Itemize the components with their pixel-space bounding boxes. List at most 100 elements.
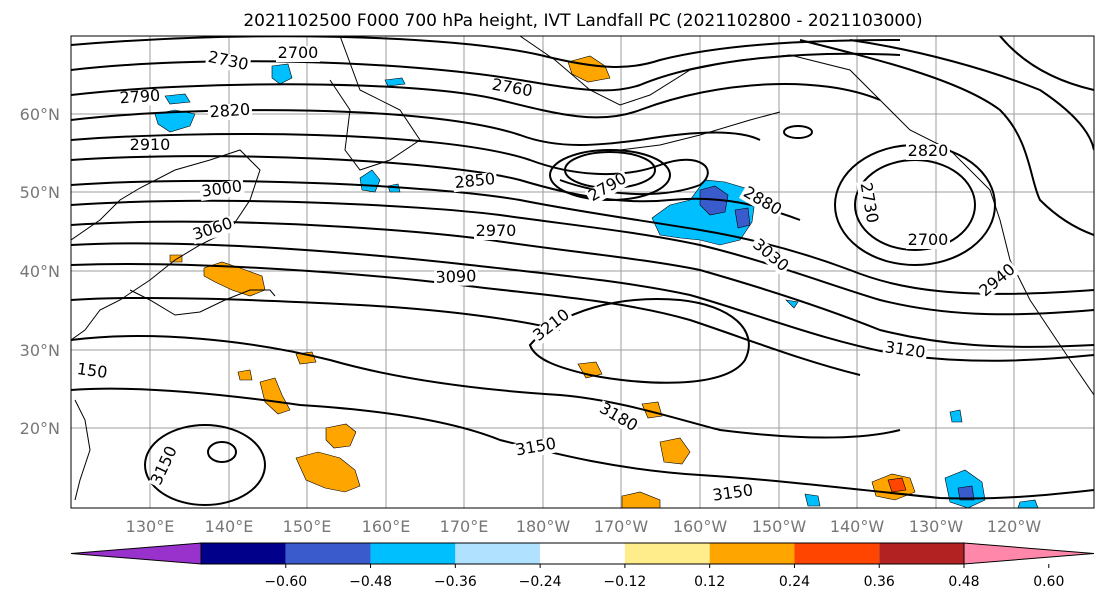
contour-ne-1 xyxy=(799,39,1094,236)
contour-label-bg xyxy=(199,179,245,201)
contour-2970 xyxy=(71,199,1094,316)
contour-label-bg xyxy=(882,340,928,362)
contour-label: 2790 xyxy=(119,86,161,108)
contour-label-bg xyxy=(128,138,172,154)
contour-label: 2970 xyxy=(476,221,517,240)
colorbar-segment xyxy=(285,543,371,564)
colorbar-tick-label: 0.60 xyxy=(1033,574,1064,590)
contour-small-bc xyxy=(783,125,813,139)
contour-label-bg xyxy=(738,184,786,220)
ivt-patch-e4 xyxy=(949,409,963,423)
ivt-patch-st9 xyxy=(621,491,661,508)
colorbar-segment xyxy=(794,543,880,564)
ivt-patch-n1 xyxy=(271,63,293,85)
contour-label-bg xyxy=(207,102,253,122)
colorbar-segment xyxy=(370,543,456,564)
ivt-patch-st4 xyxy=(325,423,357,449)
contour-label-bg xyxy=(433,269,479,287)
contour-label-bg xyxy=(748,235,792,277)
contour-label-bg xyxy=(474,224,518,240)
contour-3150-sw xyxy=(144,424,266,506)
contour-inner-sw xyxy=(207,441,237,463)
lon-label: 170°E xyxy=(440,517,489,536)
lon-label: 130°E xyxy=(126,517,175,536)
colorbar-segment xyxy=(709,543,795,564)
colorbar-segment xyxy=(455,543,541,564)
contour-label: 2700 xyxy=(908,230,949,249)
ivt-patch-alaska-core2 xyxy=(734,207,751,229)
coast-aleutians xyxy=(619,111,781,151)
contour-label: 2820 xyxy=(908,141,949,160)
contour-label: 2910 xyxy=(130,135,171,154)
lon-label: 170°W xyxy=(594,517,649,536)
lon-label: 160°E xyxy=(362,517,411,536)
ivt-patch-alaska-core xyxy=(699,185,729,216)
coast-philippines xyxy=(74,399,91,501)
ivt-patch-alaska xyxy=(651,179,756,246)
colorbar-tick-label: −0.60 xyxy=(264,574,307,590)
ivt-patch-e1-core xyxy=(887,477,907,493)
colorbar-tick-label: −0.48 xyxy=(349,574,392,590)
colorbar-extend-low xyxy=(70,542,202,565)
coast-asia xyxy=(71,149,261,341)
contour-label: 2820 xyxy=(209,100,251,122)
ivt-patch-e6 xyxy=(1017,499,1039,508)
colorbar-segment xyxy=(540,543,625,564)
colorbar-tick-label: −0.12 xyxy=(603,574,646,590)
contour-label-bg xyxy=(148,442,182,490)
contour-ne-3 xyxy=(999,36,1094,91)
contour-label-bg xyxy=(71,361,115,383)
contour-label-bg xyxy=(529,306,575,346)
colorbar-extend-high xyxy=(963,542,1095,565)
contour-label-bg xyxy=(488,77,536,101)
contour-2910 xyxy=(71,179,1094,295)
contour-label-bg xyxy=(710,483,756,505)
latitude-labels: 60°N 50°N 40°N 30°N 20°N xyxy=(20,105,60,438)
colorbar-tick-label: 0.12 xyxy=(694,574,725,590)
contour-label-bg xyxy=(452,171,498,193)
lat-label: 40°N xyxy=(20,262,60,281)
colorbar-tick-label: −0.24 xyxy=(519,574,562,590)
map-title: 2021102500 F000 700 hPa height, IVT Land… xyxy=(243,11,922,31)
contour-label: 3090 xyxy=(435,266,476,286)
map-frame xyxy=(70,35,1095,509)
lon-label: 150°E xyxy=(283,517,332,536)
contour-label-bg xyxy=(189,215,237,245)
lon-label: 120°W xyxy=(987,517,1042,536)
contour-label-bg xyxy=(906,233,950,249)
contour-label-bg xyxy=(276,46,320,62)
ivt-patch-st5 xyxy=(295,451,361,493)
contour-label-bg xyxy=(584,170,632,206)
lon-label: 150°W xyxy=(752,517,807,536)
contour-3210 xyxy=(528,298,750,384)
contour-label: 2850 xyxy=(454,169,496,192)
ivt-patch-japan2 xyxy=(169,254,183,263)
ivt-patch-e2-core xyxy=(957,485,975,501)
contour-3150 xyxy=(71,387,1094,500)
contour-2850 xyxy=(71,155,801,221)
colorbar-tick-label: −0.36 xyxy=(434,574,477,590)
contour-3120-w xyxy=(71,296,561,331)
colorbar-segment xyxy=(624,543,710,564)
colorbar-tick-label: 0.36 xyxy=(864,574,895,590)
coast-japan xyxy=(129,289,276,316)
ivt-patch-st3 xyxy=(237,369,253,381)
contour-label-bg xyxy=(594,400,642,436)
contour-label-bg xyxy=(512,436,560,460)
contour-label-bg xyxy=(856,179,880,227)
ivt-patch-st8 xyxy=(659,437,691,465)
lon-label: 140°W xyxy=(830,517,885,536)
contour-label: 150 xyxy=(76,359,109,382)
ivt-patch-e5 xyxy=(785,299,799,309)
colorbar-segment xyxy=(879,543,964,564)
contour-3060 xyxy=(71,242,1094,362)
contour-label-bg xyxy=(204,49,252,75)
lon-label: 160°W xyxy=(673,517,728,536)
lon-label: 130°W xyxy=(909,517,964,536)
lon-label: 140°E xyxy=(205,517,254,536)
contour-3030 xyxy=(71,220,1094,348)
colorbar-tick-label: 0.24 xyxy=(779,574,810,590)
lat-label: 30°N xyxy=(20,341,60,360)
ivt-patch-st2 xyxy=(259,377,291,415)
contour-label-bg xyxy=(117,88,163,108)
